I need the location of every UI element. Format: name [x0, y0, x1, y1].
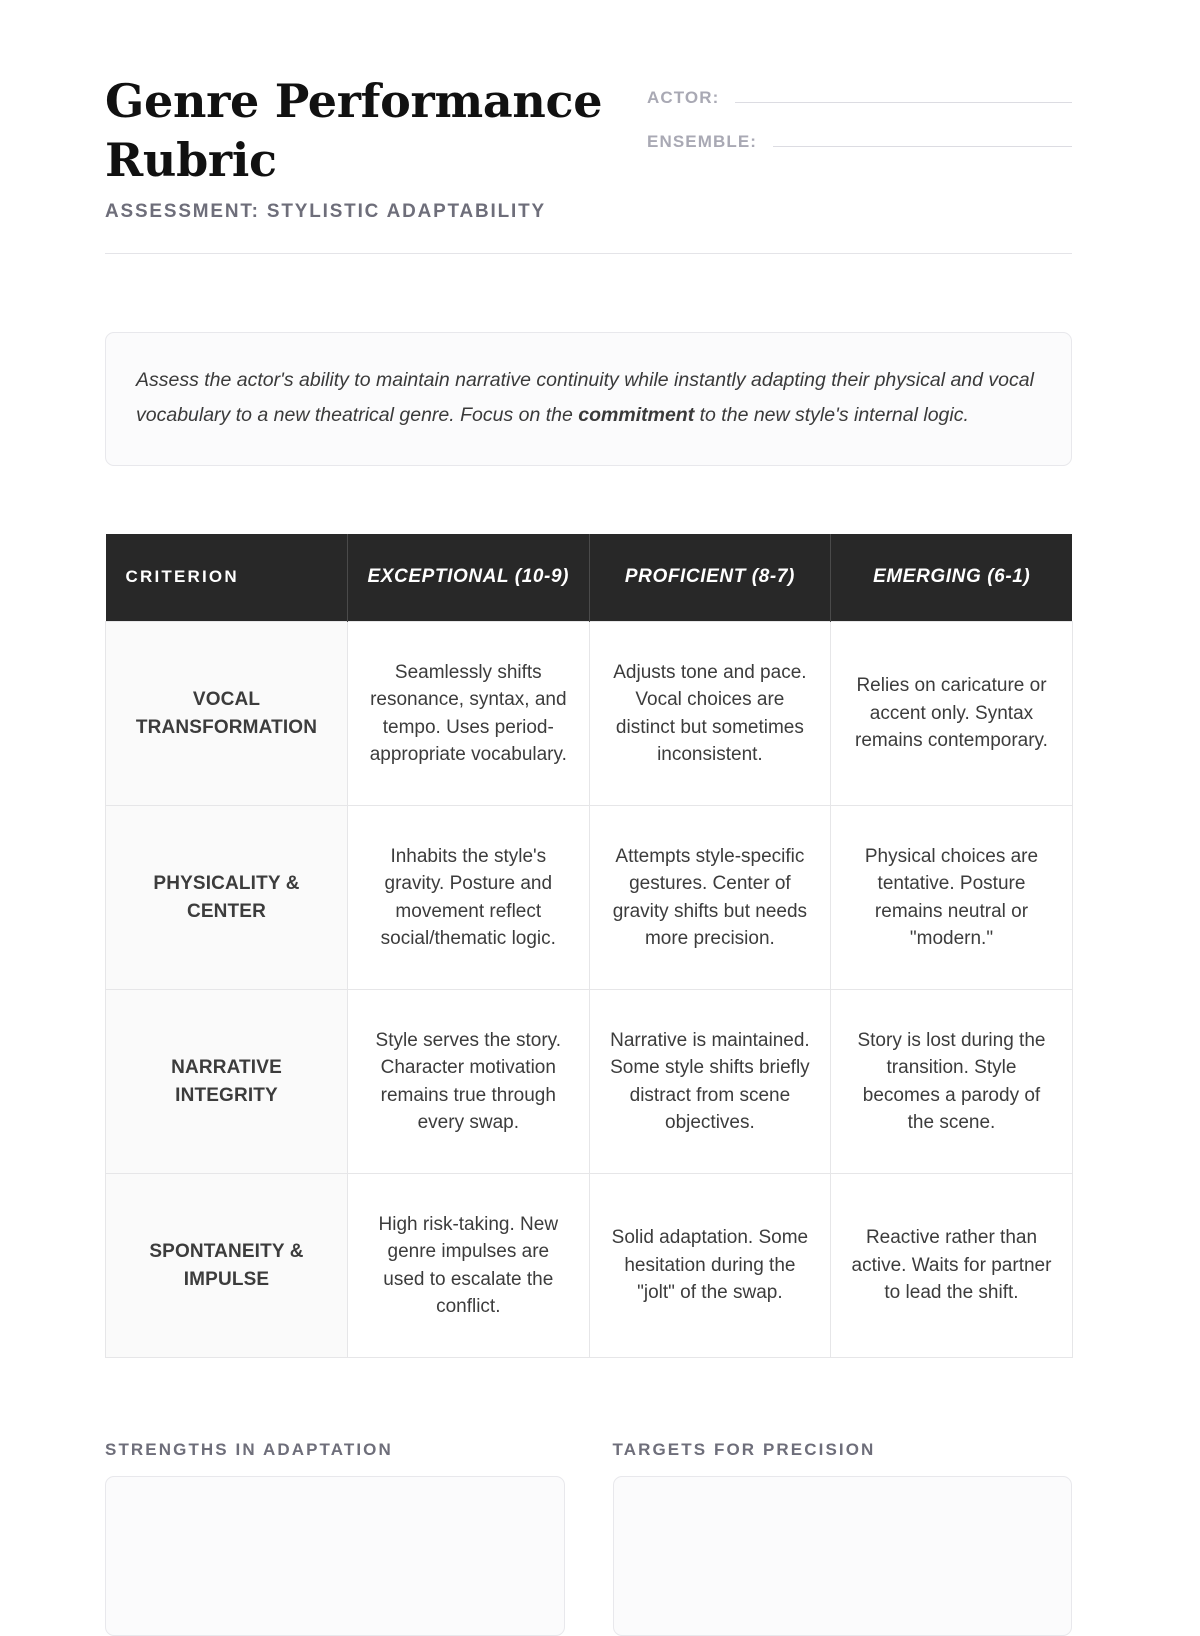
criterion-label: NARRATIVE INTEGRITY: [105, 989, 348, 1175]
description-panel: Assess the actor's ability to maintain n…: [105, 332, 1072, 466]
cell-exceptional: Style serves the story. Character motiva…: [347, 989, 590, 1175]
actor-field-row: ACTOR:: [647, 88, 1072, 108]
page-subtitle: ASSESSMENT: STYLISTIC ADAPTABILITY: [105, 199, 546, 222]
description-part-2: to the new style's internal logic.: [694, 403, 969, 426]
cell-emerging: Relies on caricature or accent only. Syn…: [830, 621, 1073, 807]
cell-emerging: Reactive rather than active. Waits for p…: [830, 1173, 1073, 1359]
ensemble-label: ENSEMBLE:: [647, 132, 758, 151]
cell-emerging: Physical choices are tentative. Posture …: [830, 805, 1073, 991]
table-row: VOCAL TRANSFORMATION Seamlessly shifts r…: [105, 621, 1073, 807]
description-text: Assess the actor's ability to maintain n…: [136, 363, 1041, 432]
page-title: Genre Performance Rubric: [105, 74, 603, 187]
rubric-page: Genre Performance Rubric ASSESSMENT: STY…: [105, 0, 1073, 1636]
actor-input[interactable]: [735, 89, 1072, 103]
column-header-criterion: CRITERION: [105, 533, 348, 622]
cell-proficient: Attempts style-specific gestures. Center…: [588, 805, 832, 991]
table-row: NARRATIVE INTEGRITY Style serves the sto…: [105, 989, 1073, 1175]
table-row: PHYSICALITY & CENTER Inhabits the style'…: [105, 805, 1073, 991]
cell-proficient: Narrative is maintained. Some style shif…: [588, 989, 832, 1175]
cell-proficient: Adjusts tone and pace. Vocal choices are…: [588, 621, 832, 807]
criterion-label: PHYSICALITY & CENTER: [105, 805, 348, 991]
table-head: CRITERION EXCEPTIONAL (10-9) PROFICIENT …: [105, 533, 1073, 622]
strengths-label: STRENGTHS IN ADAPTATION: [105, 1440, 393, 1460]
title-block: Genre Performance Rubric ASSESSMENT: STY…: [105, 72, 625, 223]
rubric-table: CRITERION EXCEPTIONAL (10-9) PROFICIENT …: [105, 533, 1073, 1359]
column-header-exceptional: EXCEPTIONAL (10-9): [347, 533, 590, 622]
actor-label: ACTOR:: [647, 88, 720, 107]
targets-label: TARGETS FOR PRECISION: [612, 1440, 876, 1460]
table-header-row: CRITERION EXCEPTIONAL (10-9) PROFICIENT …: [105, 533, 1073, 622]
strengths-column: STRENGTHS IN ADAPTATION: [105, 1440, 565, 1636]
cell-proficient: Solid adaptation. Some hesitation during…: [588, 1173, 832, 1359]
document-header: Genre Performance Rubric ASSESSMENT: STY…: [105, 0, 1072, 223]
cell-exceptional: High risk-taking. New genre impulses are…: [347, 1173, 590, 1359]
strengths-input[interactable]: [105, 1476, 565, 1636]
targets-column: TARGETS FOR PRECISION: [612, 1440, 1072, 1636]
table-row: SPONTANEITY & IMPULSE High risk-taking. …: [105, 1173, 1073, 1359]
targets-input[interactable]: [612, 1476, 1072, 1636]
table-body: VOCAL TRANSFORMATION Seamlessly shifts r…: [105, 621, 1073, 1359]
ensemble-input[interactable]: [773, 133, 1072, 147]
meta-fields: ACTOR: ENSEMBLE:: [625, 72, 1072, 176]
cell-emerging: Story is lost during the transition. Sty…: [830, 989, 1073, 1175]
description-emphasis: commitment: [578, 403, 695, 426]
column-header-proficient: PROFICIENT (8-7): [589, 533, 832, 622]
cell-exceptional: Seamlessly shifts resonance, syntax, and…: [347, 621, 590, 807]
notes-section: STRENGTHS IN ADAPTATION TARGETS FOR PREC…: [105, 1440, 1072, 1636]
criterion-label: VOCAL TRANSFORMATION: [105, 621, 348, 807]
ensemble-field-row: ENSEMBLE:: [647, 132, 1072, 152]
criterion-label: SPONTANEITY & IMPULSE: [105, 1173, 348, 1359]
column-header-emerging: EMERGING (6-1): [830, 533, 1073, 622]
cell-exceptional: Inhabits the style's gravity. Posture an…: [347, 805, 590, 991]
header-divider: [105, 252, 1072, 255]
description-part-1: Assess the actor's ability to maintain n…: [136, 369, 1034, 426]
